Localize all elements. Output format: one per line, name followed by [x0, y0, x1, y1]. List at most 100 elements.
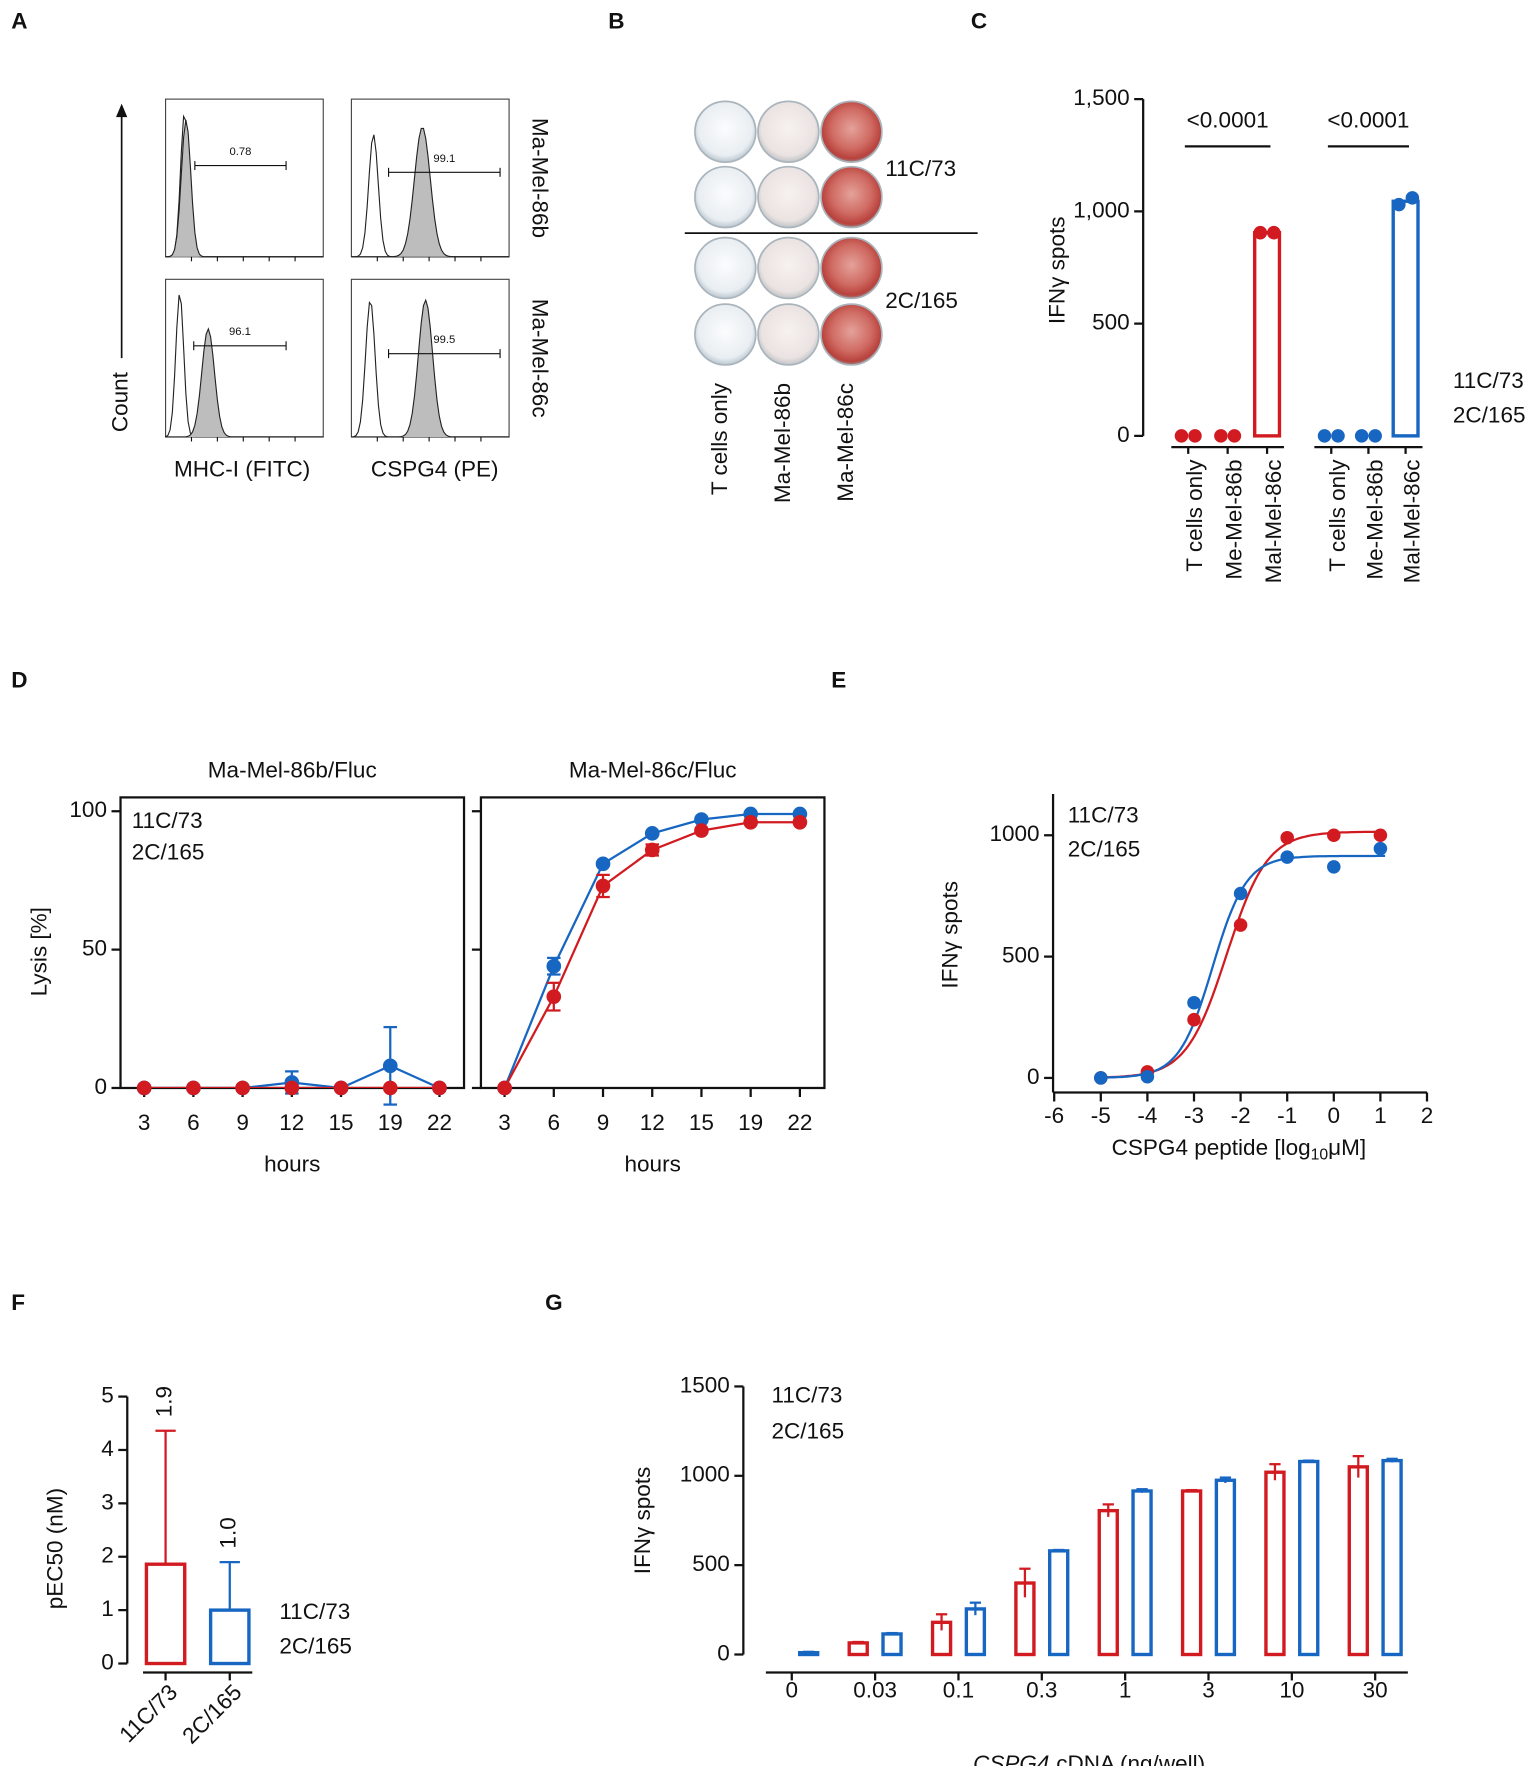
significance-label: <0.0001 — [1327, 108, 1409, 133]
replicate-point — [1317, 429, 1332, 443]
point — [546, 989, 562, 1004]
point — [595, 878, 611, 894]
legend-label: 2C/165 — [279, 1634, 352, 1659]
panel-letter: D — [11, 667, 27, 692]
bar — [1097, 1508, 1119, 1657]
x-tick-label: -2 — [1231, 1103, 1251, 1128]
well — [694, 303, 757, 366]
column-label: Ma-Mel-86b — [770, 383, 795, 503]
well — [757, 236, 820, 300]
bar — [1048, 1549, 1070, 1657]
point — [382, 1058, 398, 1074]
significance-label: <0.0001 — [1187, 108, 1269, 133]
bar — [964, 1607, 987, 1657]
x-axis-label-part: cDNA (ng/well) — [1056, 1751, 1205, 1766]
y-tick-label: 0 — [101, 1649, 114, 1674]
point — [136, 1080, 152, 1096]
y-tick-label: 0 — [1027, 1064, 1040, 1089]
x-tick-label: -1 — [1277, 1103, 1297, 1128]
x-tick-label: 1 — [1374, 1103, 1387, 1128]
bar — [881, 1632, 903, 1657]
replicate-point — [1354, 429, 1369, 443]
fit-curve — [1100, 830, 1386, 1079]
gate-label: 0.78 — [230, 146, 252, 158]
point — [1327, 860, 1341, 874]
well — [820, 236, 883, 300]
legend-label: 2C/165 — [132, 840, 205, 865]
y-tick-label: 500 — [1002, 943, 1040, 968]
panel-letter: E — [831, 667, 846, 692]
point — [1373, 841, 1388, 856]
replicate-point — [1392, 197, 1406, 212]
point — [1280, 850, 1294, 864]
legend-label: 2C/165 — [1453, 403, 1526, 428]
x-axis-label-part: CSPG4 peptide [log — [1112, 1135, 1311, 1160]
y-tick-label: 500 — [1092, 310, 1130, 335]
replicate-point — [1253, 225, 1268, 240]
y-axis-label: IFNγ spots — [938, 881, 963, 989]
well — [820, 303, 883, 366]
bar — [1298, 1459, 1320, 1657]
y-tick-label: 4 — [101, 1436, 114, 1461]
panel-letter: B — [608, 8, 624, 33]
group-label: 2C/165 — [885, 288, 958, 313]
bar — [1264, 1470, 1286, 1657]
point — [1187, 1012, 1201, 1027]
x-tick-label: 30 — [1363, 1678, 1388, 1703]
x-tick-label: T cells only — [1182, 459, 1207, 572]
row-label: Ma-Mel-86b — [527, 118, 552, 238]
x-tick-label: 3 — [138, 1110, 151, 1135]
x-tick-label: 0.3 — [1026, 1678, 1057, 1703]
x-tick-label: 10 — [1279, 1678, 1304, 1703]
x-tick-label: 15 — [329, 1110, 354, 1135]
arrow-head — [116, 103, 128, 118]
y-tick-label: 1,000 — [1073, 197, 1129, 222]
y-tick-label: 0 — [94, 1074, 107, 1099]
x-tick-label: 0.03 — [853, 1678, 897, 1703]
legend-label: 11C/73 — [1453, 368, 1524, 393]
x-tick-label: 12 — [279, 1110, 304, 1135]
legend-label: 11C/73 — [279, 1599, 350, 1624]
x-tick-label: 6 — [187, 1110, 200, 1135]
y-axis-label: IFNγ spots — [630, 1467, 655, 1575]
column-label: T cells only — [707, 382, 732, 495]
well — [757, 100, 820, 164]
x-tick-label: Me-Mel-86b — [1362, 460, 1387, 580]
point — [1280, 830, 1294, 845]
gate-label: 99.5 — [433, 334, 455, 346]
x-axis-label-subscript: 10 — [1311, 1147, 1329, 1164]
point — [1233, 918, 1248, 932]
x-tick-label: 22 — [787, 1110, 812, 1135]
y-tick-label: 50 — [82, 936, 107, 961]
x-axis-label: CSPG4 (PE) — [371, 457, 499, 482]
y-tick-label: 5 — [101, 1383, 114, 1408]
point — [1094, 1071, 1108, 1085]
x-tick-label: 19 — [738, 1110, 763, 1135]
panel-letter: C — [971, 8, 987, 33]
x-axis-label: hours — [625, 1152, 681, 1177]
plot-box — [165, 278, 324, 438]
y-tick-label: 1500 — [680, 1372, 730, 1397]
x-tick-label: -4 — [1137, 1103, 1157, 1128]
bar — [208, 1608, 251, 1666]
bar — [1252, 231, 1282, 438]
group-label: 11C/73 — [885, 156, 956, 181]
value-label: 1.9 — [152, 1386, 177, 1417]
x-axis-label-part: μM] — [1328, 1135, 1366, 1160]
x-tick-label: 2 — [1421, 1103, 1434, 1128]
well — [694, 100, 757, 164]
y-tick-label: 1000 — [989, 821, 1039, 846]
x-tick-label: Mal-Mel-86c — [1261, 460, 1286, 584]
replicate-point — [1188, 429, 1202, 443]
x-axis-label: hours — [264, 1152, 320, 1177]
y-tick-label: 3 — [101, 1489, 114, 1514]
point — [694, 812, 709, 827]
y-tick-label: 2 — [101, 1543, 114, 1568]
x-tick-label: -5 — [1091, 1103, 1111, 1128]
legend-label: 2C/165 — [772, 1419, 845, 1444]
series-line — [503, 821, 800, 1088]
bar — [1391, 199, 1420, 438]
replicate-point — [1331, 429, 1345, 443]
x-tick-label: T cells only — [1325, 459, 1350, 572]
x-tick-label: Mal-Mel-86c — [1399, 460, 1424, 584]
